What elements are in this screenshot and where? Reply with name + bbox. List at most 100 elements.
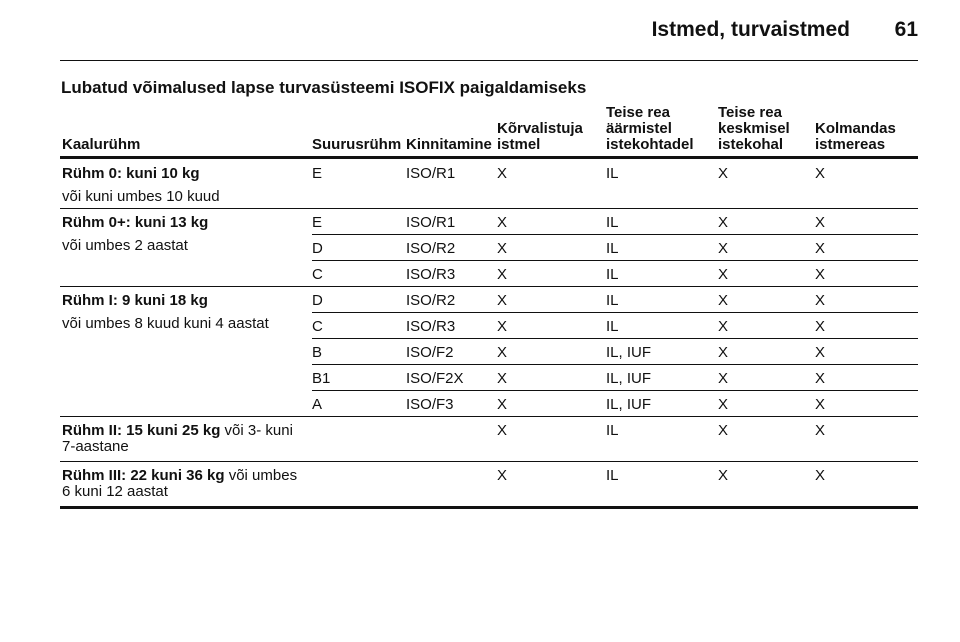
table-cell: X: [718, 214, 729, 231]
table-cell: ISO/F3: [406, 396, 454, 413]
table-cell: X: [497, 396, 508, 413]
table-cell: X: [497, 214, 508, 231]
table-cell: E: [312, 214, 323, 231]
table-cell: X: [815, 422, 826, 439]
table-cell: X: [497, 344, 508, 361]
column-header: Suurusrühm: [312, 136, 402, 153]
table-cell: IL: [606, 165, 619, 182]
table-cell: ISO/F2: [406, 344, 454, 361]
row-rule: [312, 312, 918, 313]
table-cell: IL: [606, 240, 619, 257]
table-cell: X: [718, 467, 729, 484]
table-cell: C: [312, 318, 323, 335]
column-header: Kinnitamine: [406, 136, 492, 153]
table-cell: X: [718, 292, 729, 309]
group-label: Rühm III: 22 kuni 36 kg või umbes 6 kuni…: [62, 468, 312, 500]
page-number: 61: [894, 18, 918, 41]
group-subtitle: või umbes 2 aastat: [62, 237, 188, 254]
table-cell: X: [815, 370, 826, 387]
table-cell: X: [815, 467, 826, 484]
row-rule: [312, 338, 918, 339]
table-cell: X: [497, 165, 508, 182]
table-cell: X: [815, 266, 826, 283]
group-rule: [60, 506, 918, 509]
table-cell: IL: [606, 467, 619, 484]
table-cell: ISO/R1: [406, 214, 456, 231]
table-cell: X: [718, 396, 729, 413]
table-cell: IL: [606, 318, 619, 335]
table-cell: ISO/R3: [406, 266, 456, 283]
table-cell: X: [718, 344, 729, 361]
table-cell: B1: [312, 370, 331, 387]
column-header: Teise rea keskmisel istekohal: [718, 104, 790, 153]
table-cell: X: [718, 422, 729, 439]
group-title: Rühm 0+: kuni 13 kg: [62, 214, 209, 231]
table-cell: X: [815, 214, 826, 231]
table-cell: A: [312, 396, 323, 413]
header-rule: [60, 156, 918, 159]
table-cell: D: [312, 292, 323, 309]
table-cell: X: [497, 370, 508, 387]
table-cell: X: [497, 467, 508, 484]
table-cell: ISO/F2X: [406, 370, 464, 387]
group-title: Rühm 0: kuni 10 kg: [62, 165, 200, 182]
table-cell: C: [312, 266, 323, 283]
table-cell: X: [497, 318, 508, 335]
header-rule: [60, 60, 918, 61]
table-cell: D: [312, 240, 323, 257]
table-cell: IL: [606, 214, 619, 231]
header-title: Istmed, turvaistmed: [651, 18, 850, 41]
group-subtitle: või umbes 8 kuud kuni 4 aastat: [62, 315, 269, 332]
column-header: Kolmandas istmereas: [815, 120, 896, 153]
column-header: Kaalurühm: [62, 136, 141, 153]
group-title: Rühm II: 15 kuni 25 kg: [62, 422, 221, 439]
table-cell: X: [815, 396, 826, 413]
column-header: Kõrvalistuja istmel: [497, 120, 583, 153]
table-cell: X: [815, 318, 826, 335]
table-cell: X: [718, 318, 729, 335]
group-rule: [60, 461, 918, 462]
table-cell: X: [718, 266, 729, 283]
table-cell: ISO/R2: [406, 292, 456, 309]
table-cell: IL, IUF: [606, 344, 652, 361]
group-rule: [60, 286, 918, 287]
group-subtitle: või kuni umbes 10 kuud: [62, 188, 220, 205]
group-label: Rühm 0: kuni 10 kg: [62, 166, 312, 182]
group-rule: [60, 416, 918, 417]
row-rule: [312, 364, 918, 365]
table-cell: IL, IUF: [606, 396, 652, 413]
group-rule: [60, 208, 918, 209]
table-cell: IL: [606, 422, 619, 439]
table-cell: X: [497, 422, 508, 439]
group-label: Rühm II: 15 kuni 25 kg või 3- kuni 7-aas…: [62, 423, 312, 455]
table-cell: X: [815, 344, 826, 361]
column-header: Teise rea äärmistel istekohtadel: [606, 104, 694, 153]
table-cell: IL, IUF: [606, 370, 652, 387]
group-note: või 3- kuni 7-aastane: [62, 422, 293, 455]
row-rule: [312, 234, 918, 235]
table-cell: ISO/R3: [406, 318, 456, 335]
group-label: Rühm I: 9 kuni 18 kg: [62, 293, 312, 309]
table-cell: X: [497, 240, 508, 257]
table-cell: X: [497, 266, 508, 283]
table-cell: X: [718, 370, 729, 387]
table-cell: X: [815, 292, 826, 309]
table-cell: IL: [606, 266, 619, 283]
table-cell: X: [497, 292, 508, 309]
row-rule: [312, 390, 918, 391]
table-cell: X: [718, 165, 729, 182]
table-cell: ISO/R2: [406, 240, 456, 257]
table-cell: X: [815, 165, 826, 182]
table-cell: ISO/R1: [406, 165, 456, 182]
table-cell: IL: [606, 292, 619, 309]
group-label: Rühm 0+: kuni 13 kg: [62, 215, 312, 231]
table-cell: E: [312, 165, 323, 182]
table-cell: B: [312, 344, 323, 361]
row-rule: [312, 260, 918, 261]
table-title: Lubatud võimalused lapse turvasüsteemi I…: [61, 78, 587, 97]
group-title: Rühm III: 22 kuni 36 kg: [62, 467, 225, 484]
group-title: Rühm I: 9 kuni 18 kg: [62, 292, 208, 309]
group-note: või umbes 6 kuni 12 aastat: [62, 467, 298, 500]
table-cell: X: [718, 240, 729, 257]
